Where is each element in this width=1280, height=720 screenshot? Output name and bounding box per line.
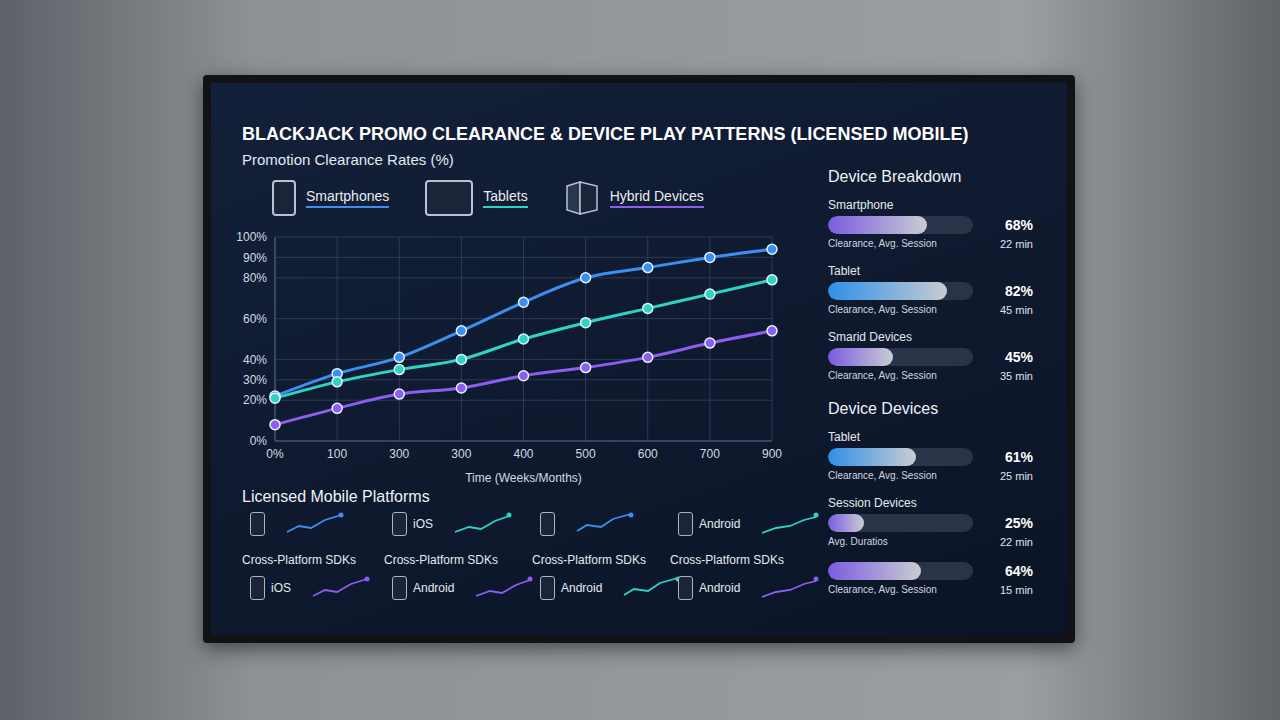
- svg-text:900: 900: [762, 447, 782, 461]
- html-text:61%: 61%: [1005, 449, 1033, 465]
- html-text:iOS: iOS: [413, 517, 433, 531]
- html-text:Clearance, Avg. Session: Clearance, Avg. Session: [828, 470, 937, 481]
- html-text:Tablet: Tablet: [828, 430, 860, 444]
- html-text:Avg. Duratios: Avg. Duratios: [828, 536, 888, 547]
- svg-text:90%: 90%: [243, 251, 267, 265]
- html-text:Android: Android: [561, 581, 603, 595]
- html-text:BLACKJACK PROMO CLEARANCE & DE: BLACKJACK PROMO CLEARANCE & DEVICE PLAY …: [242, 124, 969, 144]
- svg-text:40%: 40%: [243, 353, 267, 367]
- svg-text:600: 600: [638, 447, 658, 461]
- svg-text:60%: 60%: [243, 312, 267, 326]
- html-text:Android: Android: [699, 517, 741, 531]
- html-text:Session Devices: Session Devices: [828, 496, 917, 510]
- html-text:Cross-Platform SDKs: Cross-Platform SDKs: [384, 553, 498, 567]
- svg-text:100: 100: [327, 447, 347, 461]
- html-text:Cross-Platform SDKs: Cross-Platform SDKs: [670, 553, 784, 567]
- html-text:Device Devices: Device Devices: [828, 400, 939, 417]
- svg-text:80%: 80%: [243, 271, 267, 285]
- svg-text:Time (Weeks/Months): Time (Weeks/Months): [465, 471, 582, 485]
- html-text:Android: Android: [413, 581, 455, 595]
- html-text:Cross-Platform SDKs: Cross-Platform SDKs: [242, 553, 356, 567]
- html-text:Smarid Devices: Smarid Devices: [828, 330, 912, 344]
- html-text:64%: 64%: [1005, 563, 1033, 579]
- html-text:Device Breakdown: Device Breakdown: [828, 168, 962, 185]
- html-text:iOS: iOS: [271, 581, 291, 595]
- html-text:35 min: 35 min: [1000, 370, 1033, 382]
- html-text:22 min: 22 min: [1000, 536, 1033, 548]
- svg-text:500: 500: [576, 447, 596, 461]
- html-text:45%: 45%: [1005, 349, 1033, 365]
- html-text:22 min: 22 min: [1000, 238, 1033, 250]
- html-text:Tablets: Tablets: [483, 188, 528, 204]
- html-text:Smartphone: Smartphone: [828, 198, 894, 212]
- html-text:Licensed Mobile Platforms: Licensed Mobile Platforms: [242, 488, 430, 505]
- html-text:Tablet: Tablet: [828, 264, 860, 278]
- html-text:25 min: 25 min: [1000, 470, 1033, 482]
- svg-text:30%: 30%: [243, 373, 267, 387]
- html-text:45 min: 45 min: [1000, 304, 1033, 316]
- svg-text:0%: 0%: [250, 434, 268, 448]
- html-text:Hybrid Devices: Hybrid Devices: [609, 188, 704, 204]
- html-text:Android: Android: [699, 581, 741, 595]
- html-text:82%: 82%: [1005, 283, 1033, 299]
- html-text:Clearance, Avg. Session: Clearance, Avg. Session: [828, 304, 937, 315]
- html-text:Clearance, Avg. Session: Clearance, Avg. Session: [828, 584, 937, 595]
- html-text:Clearance, Avg. Session: Clearance, Avg. Session: [828, 238, 937, 249]
- svg-text:0%: 0%: [266, 447, 284, 461]
- svg-text:300: 300: [389, 447, 409, 461]
- html-text:15 min: 15 min: [1000, 584, 1033, 596]
- html-text:Promotion Clearance Rates (%): Promotion Clearance Rates (%): [242, 151, 454, 168]
- svg-text:100%: 100%: [236, 230, 267, 244]
- html-text:68%: 68%: [1005, 217, 1033, 233]
- svg-text:400: 400: [513, 447, 533, 461]
- html-text:Smartphones: Smartphones: [306, 188, 390, 204]
- svg-text:300: 300: [451, 447, 471, 461]
- svg-text:20%: 20%: [243, 393, 267, 407]
- svg-text:700: 700: [700, 447, 720, 461]
- html-text:25%: 25%: [1005, 515, 1033, 531]
- html-text:Clearance, Avg. Session: Clearance, Avg. Session: [828, 370, 937, 381]
- html-text:Cross-Platform SDKs: Cross-Platform SDKs: [532, 553, 646, 567]
